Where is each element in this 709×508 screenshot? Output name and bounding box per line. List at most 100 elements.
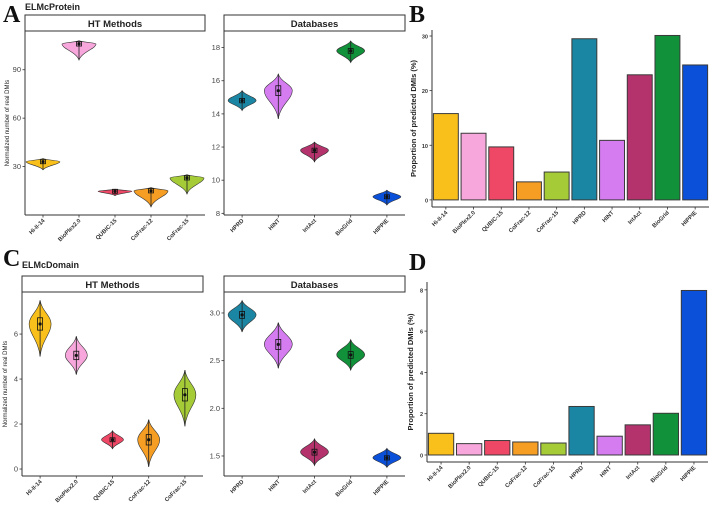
- violin-box: [145, 434, 152, 446]
- x-tick-label: BioPlex2.0: [55, 479, 80, 504]
- y-tick-label: 30: [422, 35, 428, 41]
- violin-box: [347, 351, 354, 359]
- x-tick-label: CoFrac-12: [504, 465, 528, 489]
- violin-median-point: [110, 438, 115, 442]
- violin-median-point: [349, 49, 353, 53]
- facet-header-box: [223, 14, 406, 32]
- bar-hippie: [680, 289, 708, 456]
- x-tick-label: CoFrac-15: [164, 479, 189, 504]
- violin-cofrac-15: [169, 174, 205, 196]
- bar-biogrid: [654, 34, 681, 201]
- violin-box: [383, 194, 390, 200]
- violin-intact: [300, 437, 329, 467]
- violin-hippie: [372, 447, 402, 469]
- y-tick-label: 6: [14, 330, 18, 339]
- x-tick-label: BioGrid: [335, 479, 355, 499]
- x-tick-label: BioPlex2.0: [448, 465, 473, 490]
- violin-qubic-15: [101, 429, 124, 450]
- violin-box: [148, 188, 154, 194]
- bar-cofrac-12: [515, 181, 542, 201]
- violin-hprd: [227, 299, 257, 333]
- x-tick-label: Hi-II-14: [29, 218, 47, 236]
- x-tick-label: HPRD: [569, 465, 585, 481]
- bar-hippie: [682, 64, 709, 201]
- violin-bioplex2-0: [64, 336, 88, 375]
- bar-intact: [624, 424, 651, 456]
- violin-median-point: [349, 353, 353, 357]
- violin-hint: [263, 322, 293, 369]
- violin-median-point: [74, 353, 78, 358]
- x-tick-label: CoFrac-12: [130, 218, 154, 242]
- chart-b: 0 10 20 30 Proportion of predicted DMIs (%) H…: [409, 30, 709, 235]
- violin-cofrac-12: [137, 419, 161, 467]
- facet-header-label: HT Methods: [85, 280, 139, 291]
- x-tick-label: BioGrid: [652, 210, 672, 230]
- x-tick-label: HINT: [599, 465, 613, 479]
- violin-box: [73, 350, 80, 361]
- x-tick-label: IntAct: [625, 465, 641, 481]
- violin-median-point: [240, 313, 244, 317]
- x-tick-label: HINT: [268, 479, 282, 493]
- bar-cofrac-15: [543, 171, 570, 201]
- x-tick-label: CoFrac-15: [533, 465, 558, 490]
- x-tick-label: CoFrac-15: [536, 210, 561, 235]
- panel-title-elmcdomain: ELMcDomain: [22, 260, 79, 270]
- y-tick-label: 8: [216, 209, 220, 218]
- x-tick-label: CoFrac-12: [128, 479, 152, 503]
- violin-box: [37, 317, 43, 331]
- x-tick-label: IntAct: [302, 218, 318, 234]
- violin-median-point: [38, 322, 42, 326]
- x-tick-label: HIPPIE: [373, 479, 391, 497]
- y-tick-label: 4: [14, 375, 18, 384]
- violin-box: [347, 48, 354, 54]
- y-tick-label: 0: [14, 465, 18, 474]
- violin-median-point: [385, 456, 389, 460]
- x-tick-label: HINT: [602, 210, 616, 224]
- y-tick-label: 60: [13, 114, 21, 123]
- violin-cofrac-12: [133, 187, 169, 208]
- y-axis-label: Proportion of predicted DMIs (%): [409, 59, 418, 177]
- violin-box: [181, 388, 188, 402]
- violin-median-point: [147, 438, 151, 442]
- bar-biogrid: [652, 412, 679, 456]
- facet-header-label: Databases: [291, 19, 339, 30]
- y-tick-label: 90: [13, 65, 21, 74]
- chart-c-ht: HT Methods 0 2 4 6 Normalized number of real …: [3, 275, 204, 504]
- x-tick-label: BioPlex2.0: [57, 218, 82, 243]
- violin-bioplex2-0: [61, 40, 97, 62]
- chart-d: 0 2 4 6 8 Proportion of predicted DMIs (%) Hi-…: [406, 282, 708, 490]
- panel-label-d: D: [409, 250, 426, 276]
- violin-box: [112, 188, 118, 194]
- x-tick-label: IntAct: [627, 210, 643, 226]
- violin-hi-ii-14: [25, 158, 61, 171]
- violin-intact: [300, 141, 329, 163]
- y-tick-label: 16: [212, 76, 220, 85]
- bar-hint: [599, 139, 626, 201]
- violin-box: [239, 311, 246, 319]
- violin-hint: [263, 72, 293, 119]
- violin-box: [275, 339, 282, 350]
- violin-median-point: [385, 195, 389, 199]
- y-tick-label: 0: [420, 453, 423, 459]
- bar-cofrac-15: [540, 442, 567, 456]
- x-tick-label: CoFrac-15: [166, 218, 191, 243]
- violin-box: [239, 98, 246, 104]
- bar-bioplex2-0: [456, 443, 483, 456]
- violin-median-point: [240, 99, 244, 103]
- violin-median-point: [183, 393, 187, 397]
- violin-median-point: [149, 189, 153, 193]
- y-axis-label: Normalized number of real DMIs: [3, 341, 9, 427]
- x-tick-label: HINT: [268, 218, 282, 232]
- violin-median-point: [185, 176, 189, 180]
- violin-box: [184, 175, 190, 181]
- facet-header-box: [21, 275, 204, 293]
- facet-header-box: [24, 14, 206, 32]
- facet-header-label: HT Methods: [88, 19, 142, 30]
- violin-hi-ii-14: [28, 300, 52, 357]
- chart-a-db: Databases 8 10 12 14 16 18 HPRD HINT IntAct BioGri…: [212, 14, 406, 237]
- x-tick-label: HPRD: [230, 218, 246, 234]
- violin-cofrac-15: [173, 370, 197, 427]
- violin-median-point: [41, 160, 45, 164]
